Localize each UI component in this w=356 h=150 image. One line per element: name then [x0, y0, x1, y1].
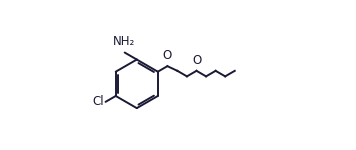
Text: NH₂: NH₂ [113, 35, 135, 48]
Text: O: O [193, 54, 202, 67]
Text: O: O [163, 50, 172, 63]
Text: Cl: Cl [93, 95, 104, 108]
